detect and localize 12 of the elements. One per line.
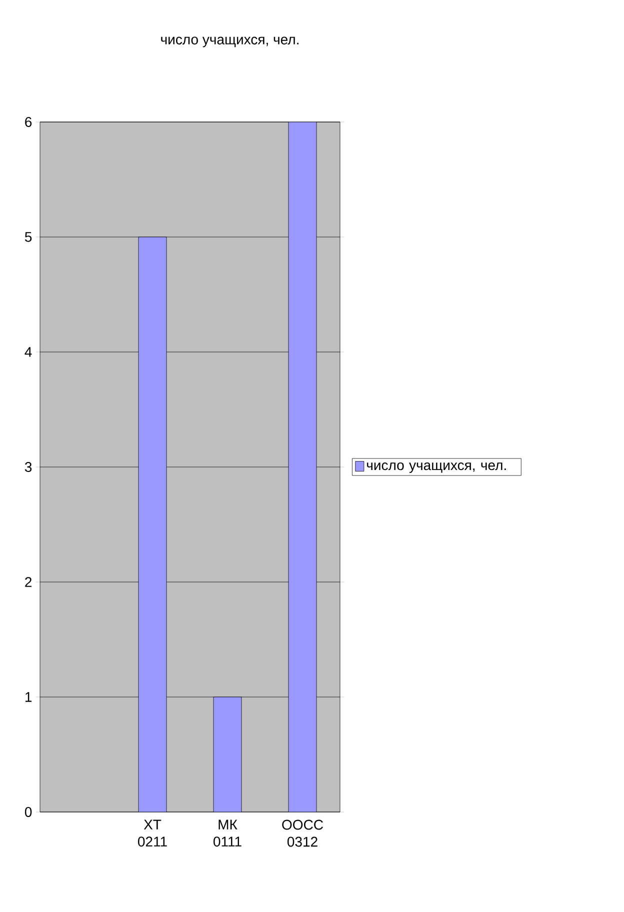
y-tick-label: 6 — [25, 117, 32, 127]
chart-title: число учащихся, чел. — [161, 36, 298, 48]
y-tick-label: 3 — [24, 462, 32, 472]
y-tick-label: 2 — [25, 577, 32, 587]
y-tick-label: 5 — [24, 232, 32, 242]
x-tick-label: МК 0111 — [214, 820, 242, 847]
y-tick-label: 0 — [24, 807, 32, 817]
y-tick-label: 4 — [24, 347, 32, 357]
x-tick-label: ХТ 0211 — [138, 820, 167, 847]
y-tick-label: 1 — [25, 692, 32, 702]
x-tick-label: ООСС 0312 — [282, 820, 323, 847]
legend-label: число учащихся, чел. — [366, 462, 506, 473]
